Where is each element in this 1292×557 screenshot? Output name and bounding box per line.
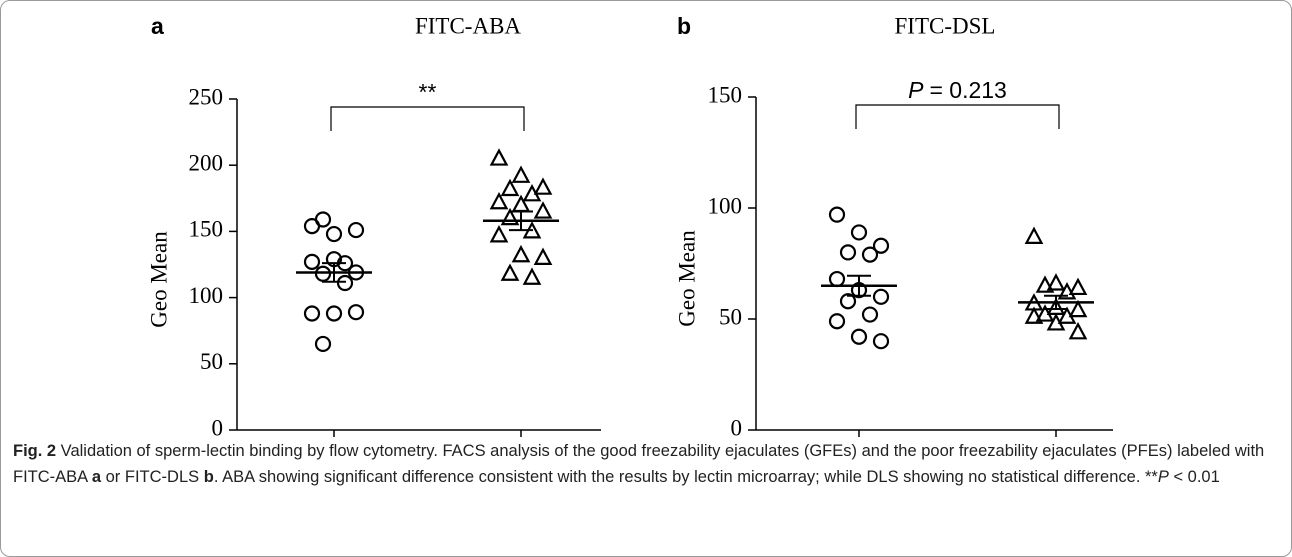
panel-label: b bbox=[677, 13, 691, 39]
caption-label: Fig. 2 bbox=[13, 442, 57, 460]
data-point bbox=[511, 165, 531, 183]
data-point bbox=[872, 333, 890, 350]
data-point bbox=[533, 177, 553, 195]
data-point bbox=[828, 206, 846, 223]
sem-bar bbox=[1044, 294, 1068, 311]
y-tick-label: 100 bbox=[189, 283, 224, 308]
data-point bbox=[511, 244, 531, 263]
y-tick-label: 0 bbox=[212, 415, 224, 438]
data-point bbox=[1068, 299, 1088, 318]
sem-bar bbox=[322, 262, 346, 283]
data-point bbox=[500, 178, 520, 197]
data-point bbox=[522, 183, 542, 202]
y-tick-label: 150 bbox=[708, 82, 743, 107]
data-point bbox=[850, 224, 868, 241]
panel-label: a bbox=[151, 13, 164, 39]
annotation-part: P bbox=[908, 77, 924, 103]
data-point bbox=[872, 237, 890, 254]
x-tick-label: PFEs bbox=[1032, 435, 1081, 438]
y-tick-label: 200 bbox=[189, 150, 224, 175]
annotation-part: ** bbox=[419, 79, 437, 105]
caption-text: P bbox=[1157, 468, 1169, 486]
caption-text: b bbox=[203, 468, 214, 486]
data-point bbox=[1024, 306, 1044, 324]
y-axis-label: Geo Mean bbox=[674, 230, 699, 327]
significance-bracket bbox=[855, 104, 1060, 129]
data-point bbox=[1068, 277, 1088, 296]
data-point bbox=[1057, 306, 1077, 324]
data-point bbox=[500, 263, 520, 281]
annotation-part: = 0.213 bbox=[929, 77, 1006, 103]
data-point bbox=[500, 207, 520, 226]
caption-text: a bbox=[91, 468, 102, 486]
data-point bbox=[1024, 226, 1044, 244]
caption-text: . ABA showing significant difference con… bbox=[213, 468, 1158, 486]
caption: Fig. 2 Validation of sperm-lectin bindin… bbox=[13, 438, 1275, 490]
y-tick-label: 250 bbox=[189, 84, 224, 109]
data-point bbox=[839, 293, 857, 310]
y-axis-label: Geo Mean bbox=[146, 231, 171, 328]
data-point bbox=[533, 247, 553, 265]
data-point bbox=[314, 211, 332, 228]
data-point bbox=[1035, 275, 1055, 293]
annotation: P = 0.213 bbox=[908, 77, 1007, 103]
sem-bar bbox=[509, 210, 533, 232]
caption-text: or FITC-DLS bbox=[101, 468, 204, 486]
y-tick-label: 0 bbox=[731, 415, 743, 438]
data-point bbox=[1057, 282, 1077, 300]
data-point bbox=[1068, 321, 1088, 340]
data-point bbox=[336, 274, 354, 292]
y-tick-label: 100 bbox=[708, 193, 743, 218]
data-point bbox=[1046, 313, 1066, 331]
data-point bbox=[872, 288, 890, 305]
data-point bbox=[850, 328, 868, 345]
data-point bbox=[861, 306, 879, 323]
chart-title: FITC-DSL bbox=[895, 13, 996, 38]
data-point bbox=[1035, 304, 1055, 322]
data-point bbox=[828, 270, 846, 288]
x-tick-label: GFEs bbox=[833, 435, 885, 438]
y-tick-label: 150 bbox=[189, 217, 224, 242]
significance-bracket bbox=[330, 106, 525, 131]
data-point bbox=[303, 305, 321, 322]
annotation: ** bbox=[419, 79, 437, 105]
y-tick-label: 50 bbox=[719, 304, 742, 329]
data-point bbox=[489, 148, 509, 166]
data-point bbox=[1046, 273, 1066, 291]
x-tick-label: PFEs bbox=[497, 435, 546, 438]
data-point bbox=[347, 304, 365, 321]
data-point bbox=[325, 225, 343, 243]
data-point bbox=[314, 335, 332, 353]
data-point bbox=[325, 305, 343, 322]
caption-text: Validation of sperm-lectin binding by fl… bbox=[13, 442, 1265, 486]
data-point bbox=[839, 244, 857, 261]
x-tick-label: GFEs bbox=[308, 435, 360, 438]
data-point bbox=[489, 225, 509, 243]
data-point bbox=[828, 313, 846, 330]
data-point bbox=[533, 201, 553, 219]
chart-title: FITC-ABA bbox=[415, 13, 521, 38]
data-point bbox=[522, 267, 542, 285]
data-point bbox=[314, 265, 332, 282]
data-point bbox=[861, 246, 879, 263]
charts: a FITC-ABA Geo Mean 0 50 100 150 200 250 GFEs PFEs… bbox=[146, 13, 1113, 438]
y-tick-label: 50 bbox=[200, 349, 223, 374]
data-point bbox=[303, 253, 321, 270]
data-point bbox=[347, 221, 365, 239]
data-point bbox=[489, 191, 509, 210]
sem-bar bbox=[847, 274, 871, 297]
caption-text: < 0.01 bbox=[1168, 468, 1220, 486]
